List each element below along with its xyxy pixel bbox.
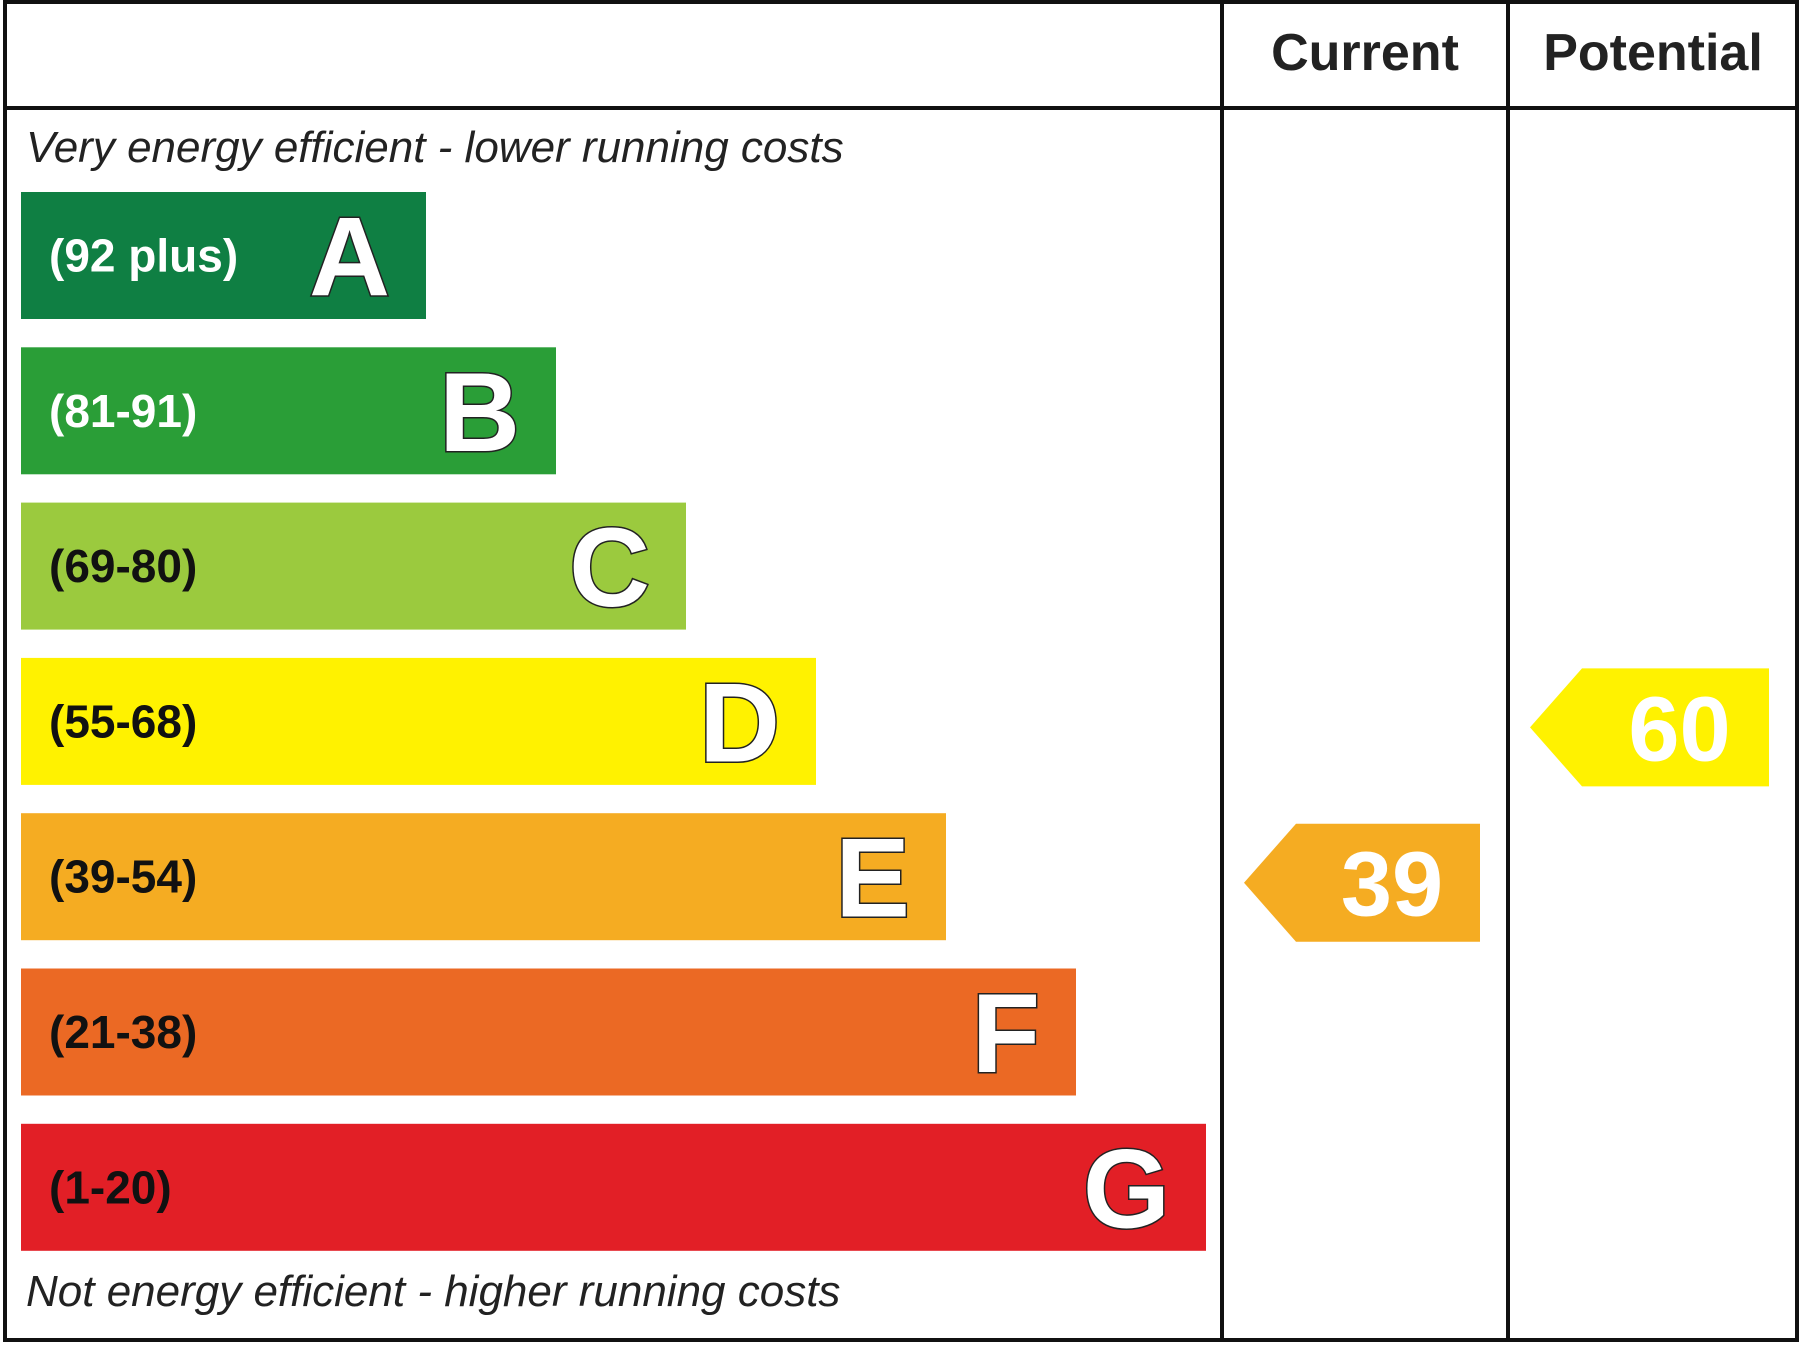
- band-range-e: (39-54): [49, 851, 197, 903]
- band-range-g: (1-20): [49, 1161, 172, 1213]
- band-letter-c: C: [569, 505, 650, 630]
- band-range-c: (69-80): [49, 540, 197, 592]
- potential-rating-value: 60: [1628, 678, 1730, 780]
- current-rating-value: 39: [1341, 834, 1443, 936]
- band-letter-d: D: [699, 660, 780, 785]
- band-letter-a: A: [309, 195, 390, 320]
- band-range-d: (55-68): [49, 695, 197, 747]
- bottom-caption: Not energy efficient - higher running co…: [26, 1267, 840, 1316]
- potential-column-header: Potential: [1543, 24, 1763, 82]
- band-range-b: (81-91): [49, 385, 197, 437]
- band-bar-e: [21, 813, 946, 941]
- top-caption: Very energy efficient - lower running co…: [26, 123, 844, 172]
- band-bar-d: [21, 657, 816, 785]
- band-range-a: (92 plus): [49, 230, 238, 282]
- rating-bands: (92 plus) A (81-91) B (69-80) C (55-68) D (39-54…: [21, 192, 1206, 1253]
- potential-rating-arrow: [1530, 668, 1769, 787]
- chart-frame: [3, 0, 1799, 1342]
- band-bar-b: [21, 347, 556, 475]
- band-letter-f: F: [972, 971, 1040, 1096]
- band-bar-c: [21, 502, 686, 630]
- band-letter-b: B: [439, 350, 520, 475]
- current-rating-arrow: [1244, 823, 1480, 942]
- score-markers: 39 60: [1244, 668, 1769, 942]
- band-bar-f: [21, 968, 1076, 1096]
- band-letter-g: G: [1083, 1126, 1170, 1251]
- band-letter-e: E: [835, 816, 910, 941]
- band-bar-a: [21, 192, 426, 319]
- band-range-f: (21-38): [49, 1006, 197, 1058]
- current-column-header: Current: [1271, 24, 1459, 82]
- band-bar-g: [21, 1123, 1206, 1251]
